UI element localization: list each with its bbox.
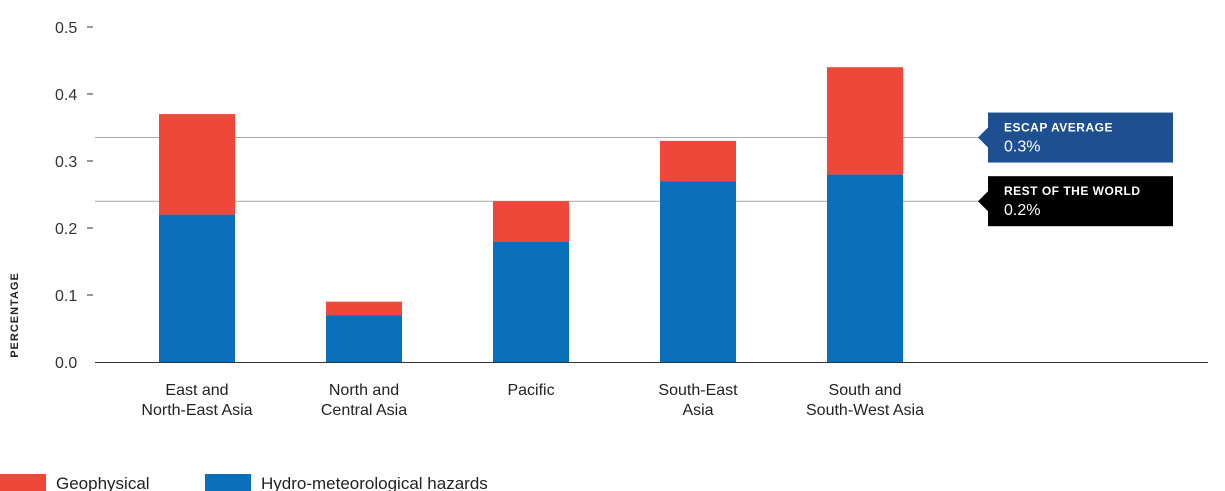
x-category-label-line: South and xyxy=(829,382,902,399)
bar-geophysical xyxy=(493,201,569,242)
x-category-label: East and North-East Asia xyxy=(141,382,252,419)
x-category-label-line: North and xyxy=(329,382,399,399)
x-category-label: Pacific xyxy=(507,382,554,399)
y-tick-label: 0.0 xyxy=(55,355,77,372)
legend-swatch xyxy=(0,474,46,491)
legend-swatch xyxy=(205,474,251,491)
bar-hydro-meteorological xyxy=(827,174,903,362)
bar-hydro-meteorological xyxy=(326,315,402,362)
bar-geophysical xyxy=(326,301,402,316)
x-category-label-line: East and xyxy=(165,382,228,399)
y-tick-label: 0.4 xyxy=(55,87,77,104)
y-tick-label: 0.3 xyxy=(55,154,77,171)
x-category-label: South-East Asia xyxy=(658,382,738,419)
x-category-label-line: Asia xyxy=(682,402,713,419)
reference-label-pointer xyxy=(978,127,988,148)
reference-label-value: 0.2% xyxy=(1004,202,1040,219)
reference-label-title: REST OF THE WORLD xyxy=(1004,184,1141,198)
x-category-label-line: South-West Asia xyxy=(806,402,924,419)
legend: Geophysical Hydro-meteorological hazards xyxy=(0,474,488,491)
bar-hydro-meteorological xyxy=(493,241,569,362)
bar-geophysical xyxy=(827,67,903,175)
legend-label: Geophysical xyxy=(56,474,150,491)
y-axis: 0.0 0.1 0.2 0.3 0.4 0.5 xyxy=(55,20,93,372)
reference-label-box xyxy=(988,112,1173,163)
x-category-label-line: Central Asia xyxy=(321,402,407,419)
reference-label-box xyxy=(988,176,1173,227)
x-category-label-line: North-East Asia xyxy=(141,402,252,419)
bars xyxy=(159,67,903,362)
bar-hydro-meteorological xyxy=(159,214,235,362)
x-category-label-line: South-East xyxy=(658,382,738,399)
reference-labels: ESCAP AVERAGE 0.3% REST OF THE WORLD 0.2% xyxy=(978,112,1173,227)
x-axis-labels: East and North-East Asia North and Central … xyxy=(141,382,924,419)
reference-label-value: 0.3% xyxy=(1004,139,1040,156)
x-category-label-line: Pacific xyxy=(507,382,554,399)
reference-label-pointer xyxy=(978,191,988,212)
y-tick-label: 0.5 xyxy=(55,20,77,37)
bar-geophysical xyxy=(660,140,736,182)
legend-label: Hydro-meteorological hazards xyxy=(261,474,488,491)
bar-geophysical xyxy=(159,114,235,215)
reference-label-title: ESCAP AVERAGE xyxy=(1004,121,1113,135)
y-axis-title: PERCENTAGE xyxy=(9,272,21,358)
x-category-label: South and South-West Asia xyxy=(806,382,924,419)
x-category-label: North and Central Asia xyxy=(321,382,407,419)
y-tick-label: 0.2 xyxy=(55,221,77,238)
bar-hydro-meteorological xyxy=(660,181,736,362)
y-tick-label: 0.1 xyxy=(55,288,77,305)
